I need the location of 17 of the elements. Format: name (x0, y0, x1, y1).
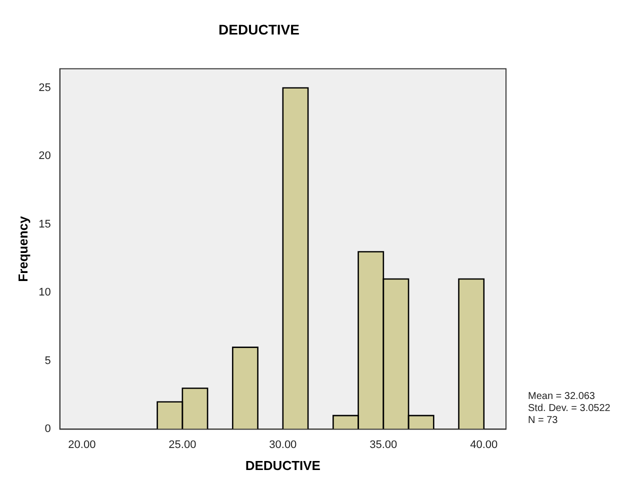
text: Mean = 32.063 (528, 391, 596, 402)
x-tick-label: 30.00 (269, 438, 297, 451)
y-tick-label: 0 (44, 423, 51, 436)
y-tick-label: 15 (38, 218, 51, 230)
x-tick-label: 35.00 (370, 438, 398, 451)
text: N = 73 (528, 415, 558, 426)
x-axis-title: DEDUCTIVE (245, 458, 321, 473)
y-tick-label: 25 (38, 82, 51, 94)
text: Std. Dev. = 3.0522 (528, 403, 611, 414)
x-tick-label: 20.00 (68, 438, 96, 451)
y-axis-title: Frequency (15, 215, 30, 282)
y-tick-label: 5 (44, 354, 51, 367)
y-tick-label: 20 (38, 150, 51, 162)
y-tick-label: 10 (38, 286, 51, 299)
x-tick-label: 40.00 (470, 438, 498, 451)
chart-title: DEDUCTIVE (218, 21, 300, 38)
x-tick-label: 25.00 (168, 438, 196, 451)
